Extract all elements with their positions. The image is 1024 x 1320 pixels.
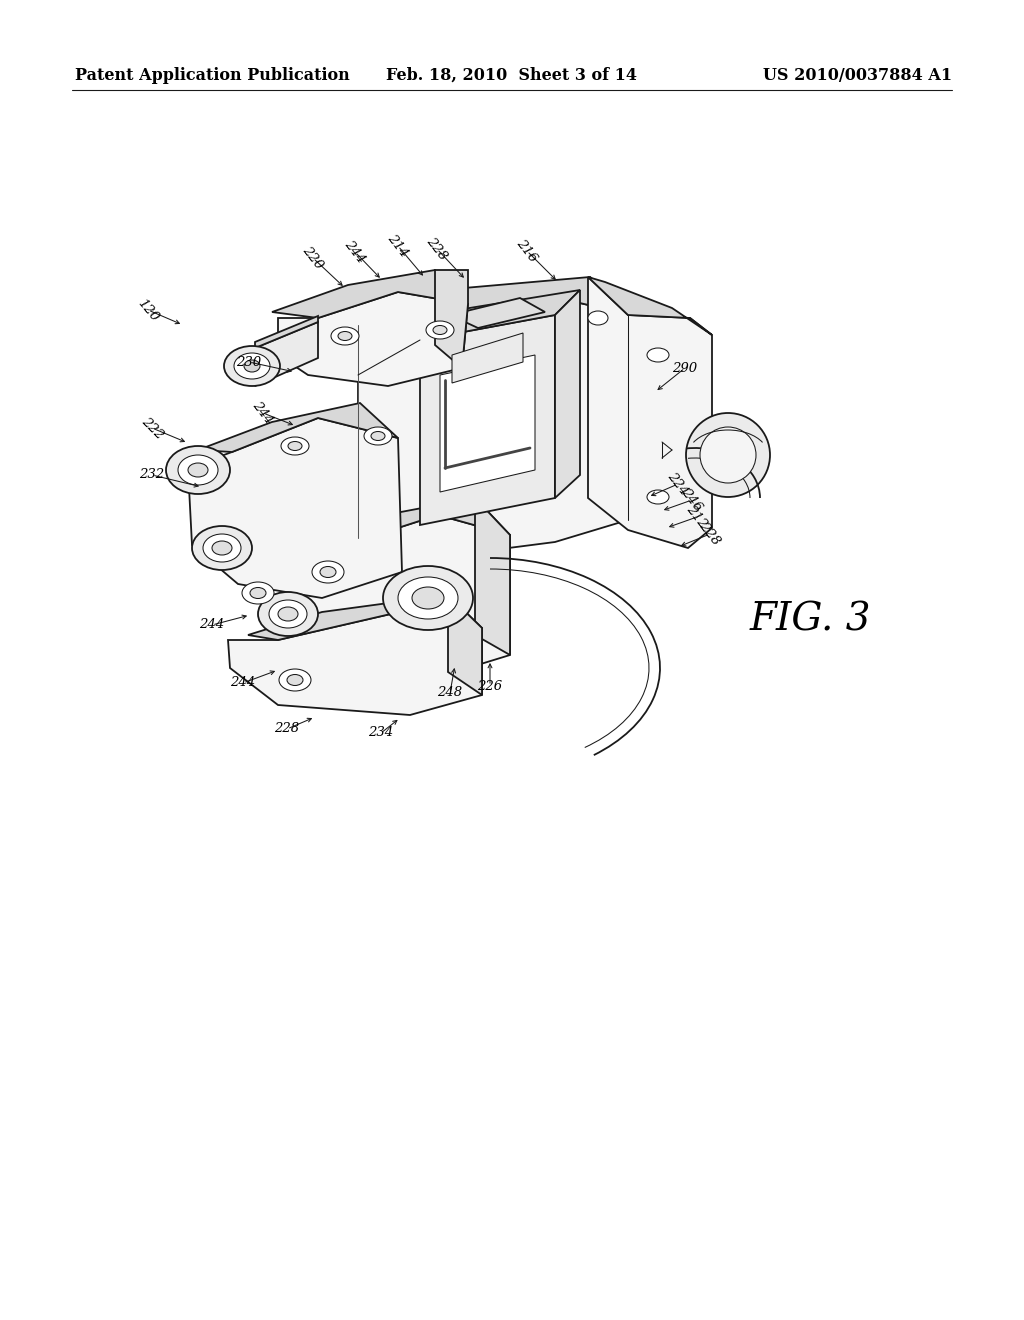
Ellipse shape <box>383 566 473 630</box>
Text: 244: 244 <box>342 238 368 265</box>
Text: 226: 226 <box>477 680 503 693</box>
Text: 228: 228 <box>697 520 723 548</box>
Text: 232: 232 <box>139 469 165 482</box>
Ellipse shape <box>312 561 344 583</box>
Polygon shape <box>248 595 482 640</box>
Text: Feb. 18, 2010  Sheet 3 of 14: Feb. 18, 2010 Sheet 3 of 14 <box>386 66 638 83</box>
Ellipse shape <box>281 437 309 455</box>
Ellipse shape <box>398 577 458 619</box>
Ellipse shape <box>188 463 208 477</box>
Text: 216: 216 <box>514 238 540 265</box>
Text: 212: 212 <box>684 503 710 531</box>
Polygon shape <box>338 277 632 325</box>
Polygon shape <box>358 298 632 562</box>
Polygon shape <box>198 403 398 451</box>
Text: 220: 220 <box>300 244 326 272</box>
Ellipse shape <box>647 490 669 504</box>
Polygon shape <box>255 322 318 385</box>
Ellipse shape <box>412 587 444 609</box>
Ellipse shape <box>178 455 218 484</box>
Ellipse shape <box>258 591 318 636</box>
Polygon shape <box>588 277 712 335</box>
Text: 244: 244 <box>230 676 256 689</box>
Polygon shape <box>310 498 510 545</box>
Text: 228: 228 <box>274 722 300 735</box>
Ellipse shape <box>212 541 232 554</box>
Text: 214: 214 <box>385 232 411 260</box>
Ellipse shape <box>288 441 302 450</box>
Polygon shape <box>475 498 510 655</box>
Ellipse shape <box>364 426 392 445</box>
Text: 234: 234 <box>369 726 393 739</box>
Text: 244: 244 <box>200 619 224 631</box>
Text: 222: 222 <box>138 414 166 441</box>
Ellipse shape <box>700 426 756 483</box>
Text: 248: 248 <box>437 686 463 700</box>
Text: 246: 246 <box>679 486 705 513</box>
Polygon shape <box>228 610 482 715</box>
Text: Patent Application Publication: Patent Application Publication <box>75 66 350 83</box>
Ellipse shape <box>166 446 230 494</box>
Text: 228: 228 <box>424 235 450 263</box>
Ellipse shape <box>647 348 669 362</box>
Ellipse shape <box>279 669 311 690</box>
Ellipse shape <box>242 582 274 605</box>
Polygon shape <box>420 315 555 525</box>
Polygon shape <box>420 290 580 341</box>
Polygon shape <box>272 271 468 318</box>
Polygon shape <box>449 595 482 696</box>
Ellipse shape <box>193 525 252 570</box>
Ellipse shape <box>588 312 608 325</box>
Text: 244: 244 <box>250 399 275 426</box>
Ellipse shape <box>371 432 385 441</box>
Ellipse shape <box>686 413 770 498</box>
Text: 120: 120 <box>135 296 161 323</box>
Polygon shape <box>590 277 632 520</box>
Ellipse shape <box>203 535 241 562</box>
Text: FIG. 3: FIG. 3 <box>750 602 871 639</box>
Ellipse shape <box>331 327 359 345</box>
Polygon shape <box>278 292 468 385</box>
Polygon shape <box>440 355 535 492</box>
Polygon shape <box>435 271 468 368</box>
Ellipse shape <box>278 607 298 620</box>
Polygon shape <box>255 315 318 348</box>
Polygon shape <box>450 298 545 327</box>
Ellipse shape <box>269 601 307 628</box>
Text: 224: 224 <box>666 470 691 498</box>
Ellipse shape <box>338 331 352 341</box>
Ellipse shape <box>250 587 266 598</box>
Ellipse shape <box>244 360 260 372</box>
Ellipse shape <box>319 566 336 578</box>
Polygon shape <box>188 418 402 598</box>
Ellipse shape <box>433 326 447 334</box>
Text: US 2010/0037884 A1: US 2010/0037884 A1 <box>763 66 952 83</box>
Polygon shape <box>555 290 580 498</box>
Text: 230: 230 <box>237 355 261 368</box>
Ellipse shape <box>426 321 454 339</box>
Polygon shape <box>588 277 712 548</box>
Polygon shape <box>452 333 523 383</box>
Text: 290: 290 <box>673 362 697 375</box>
Ellipse shape <box>287 675 303 685</box>
Ellipse shape <box>234 352 270 379</box>
Ellipse shape <box>224 346 280 385</box>
Polygon shape <box>295 515 510 675</box>
